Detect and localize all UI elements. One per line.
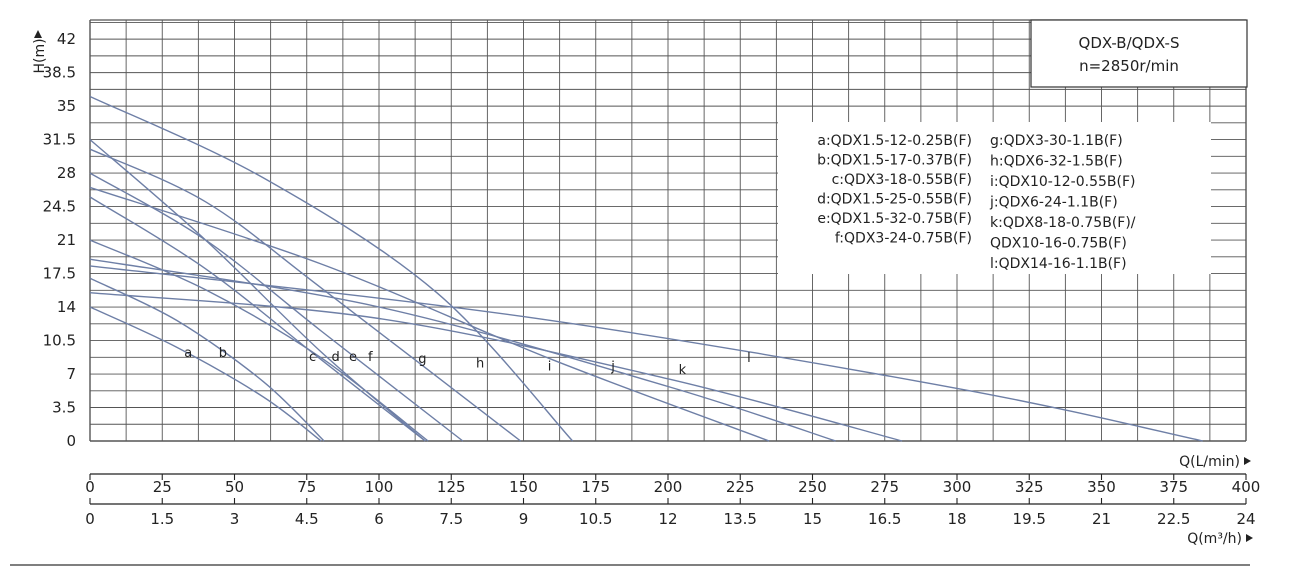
curve-label-h: h: [476, 357, 484, 372]
x-tick-label-m3h: 15: [803, 510, 822, 528]
y-axis-label: H(m): [32, 38, 48, 73]
x-tick-label-m3h: 1.5: [150, 510, 174, 528]
x-tick-label-lmin: 100: [365, 478, 394, 496]
legend-entry: QDX10-16-0.75B(F): [990, 236, 1127, 252]
curve-label-j: j: [610, 359, 615, 374]
legend-entry: g:QDX3-30-1.1B(F): [990, 133, 1123, 149]
curve-e: [89, 139, 426, 442]
x-tick-label-m3h: 9: [519, 510, 529, 528]
legend-entry: l:QDX14-16-1.1B(F): [990, 256, 1127, 272]
legend-entry: b:QDX1.5-17-0.37B(F): [817, 153, 972, 169]
curve-g: [89, 148, 522, 442]
x-tick-label-m3h: 16.5: [868, 510, 901, 528]
curve-label-f: f: [368, 350, 373, 365]
performance-curves: [89, 95, 1203, 442]
curve-label-l: l: [747, 351, 751, 366]
legend-left-column: a:QDX1.5-12-0.25B(F) b:QDX1.5-17-0.37B(F)…: [817, 133, 972, 247]
x-tick-label-lmin: 125: [437, 478, 466, 496]
curve-label-g: g: [418, 352, 426, 367]
x-tick-label-lmin: 175: [581, 478, 610, 496]
y-tick-label: 35: [57, 97, 76, 115]
legend-entry: h:QDX6-32-1.5B(F): [990, 154, 1123, 170]
x-tick-label-m3h: 13.5: [724, 510, 757, 528]
curve-label-k: k: [679, 363, 687, 378]
legend-entry: a:QDX1.5-12-0.25B(F): [817, 133, 972, 149]
curve-k: [89, 258, 836, 442]
y-tick-label: 42: [57, 30, 76, 48]
title-speed: n=2850r/min: [1079, 57, 1179, 75]
x-tick-label-m3h: 10.5: [579, 510, 612, 528]
x-axis-label-lmin: Q(L/min): [1179, 454, 1240, 470]
curve-label-i: i: [548, 359, 552, 374]
curve-labels: a b c d e f g h i j k l: [184, 346, 750, 378]
curve-j: [89, 186, 770, 442]
x-axis-lmin-arrow-icon: [1244, 457, 1251, 465]
x-tick-label-lmin: 250: [798, 478, 827, 496]
y-tick-label: 10.5: [43, 332, 76, 350]
title-box: QDX-B/QDX-S n=2850r/min: [1030, 19, 1248, 88]
legend-entry: c:QDX3-18-0.55B(F): [832, 172, 972, 188]
x-tick-label-m3h: 18: [947, 510, 966, 528]
legend-entry: j:QDX6-24-1.1B(F): [989, 195, 1118, 211]
title-model: QDX-B/QDX-S: [1079, 34, 1180, 52]
x-axis-label-m3h: Q(m³/h): [1187, 531, 1242, 547]
x-tick-label-m3h: 4.5: [295, 510, 319, 528]
x-tick-label-lmin: 150: [509, 478, 538, 496]
y-tick-label: 31.5: [43, 131, 76, 149]
x-tick-label-m3h: 6: [374, 510, 384, 528]
curve-label-c: c: [309, 350, 316, 365]
curve-d: [89, 196, 426, 442]
curve-l: [89, 265, 1203, 442]
x-tick-label-lmin: 200: [654, 478, 683, 496]
curve-b: [89, 277, 325, 442]
y-tick-label: 24.5: [43, 198, 76, 216]
x-tick-label-m3h: 21: [1092, 510, 1111, 528]
x-tick-label-lmin: 75: [297, 478, 316, 496]
curve-label-a: a: [184, 346, 192, 361]
legend-entry: d:QDX1.5-25-0.55B(F): [817, 192, 972, 208]
y-tick-label: 14: [57, 298, 76, 316]
curve-label-d: d: [332, 350, 340, 365]
x-tick-label-m3h: 7.5: [439, 510, 463, 528]
legend-entry: k:QDX8-18-0.75B(F)/: [990, 215, 1136, 231]
y-tick-label: 21: [57, 231, 76, 249]
x-tick-label-m3h: 19.5: [1013, 510, 1046, 528]
x-tick-label-lmin: 300: [943, 478, 972, 496]
x-tick-label-lmin: 0: [85, 478, 95, 496]
y-tick-label: 38.5: [43, 64, 76, 82]
curve-a: [89, 306, 322, 442]
curve-label-b: b: [219, 346, 227, 361]
x-tick-label-m3h: 0: [85, 510, 95, 528]
x-tick-label-m3h: 22.5: [1157, 510, 1190, 528]
x-tick-label-lmin: 325: [1015, 478, 1044, 496]
y-axis-arrow-icon: [34, 30, 42, 38]
legend: a:QDX1.5-12-0.25B(F) b:QDX1.5-17-0.37B(F)…: [778, 122, 1211, 274]
x-tick-label-lmin: 350: [1087, 478, 1116, 496]
legend-entry: e:QDX1.5-32-0.75B(F): [817, 211, 972, 227]
x-tick-label-lmin: 50: [225, 478, 244, 496]
curve-c: [89, 239, 429, 442]
x-tick-label-lmin: 400: [1232, 478, 1261, 496]
curve-f: [89, 172, 464, 442]
legend-right-column: g:QDX3-30-1.1B(F) h:QDX6-32-1.5B(F) i:QDX1…: [989, 133, 1136, 272]
x-tick-label-m3h: 12: [658, 510, 677, 528]
y-tick-label: 17.5: [43, 265, 76, 283]
x-tick-label-lmin: 375: [1159, 478, 1188, 496]
x-tick-label-lmin: 275: [870, 478, 899, 496]
x-tick-label-lmin: 225: [726, 478, 755, 496]
y-tick-label: 28: [57, 164, 76, 182]
x-axis-m3h-arrow-icon: [1246, 534, 1253, 542]
x-tick-label-lmin: 25: [153, 478, 172, 496]
y-tick-label: 3.5: [52, 399, 76, 417]
legend-entry: f:QDX3-24-0.75B(F): [835, 231, 972, 247]
curve-label-e: e: [349, 350, 357, 365]
x-tick-label-m3h: 3: [230, 510, 240, 528]
x-tick-label-m3h: 24: [1236, 510, 1255, 528]
curve-h: [89, 95, 574, 442]
legend-entry: i:QDX10-12-0.55B(F): [990, 174, 1135, 190]
y-tick-label: 7: [66, 365, 76, 383]
y-tick-label: 0: [66, 432, 76, 450]
